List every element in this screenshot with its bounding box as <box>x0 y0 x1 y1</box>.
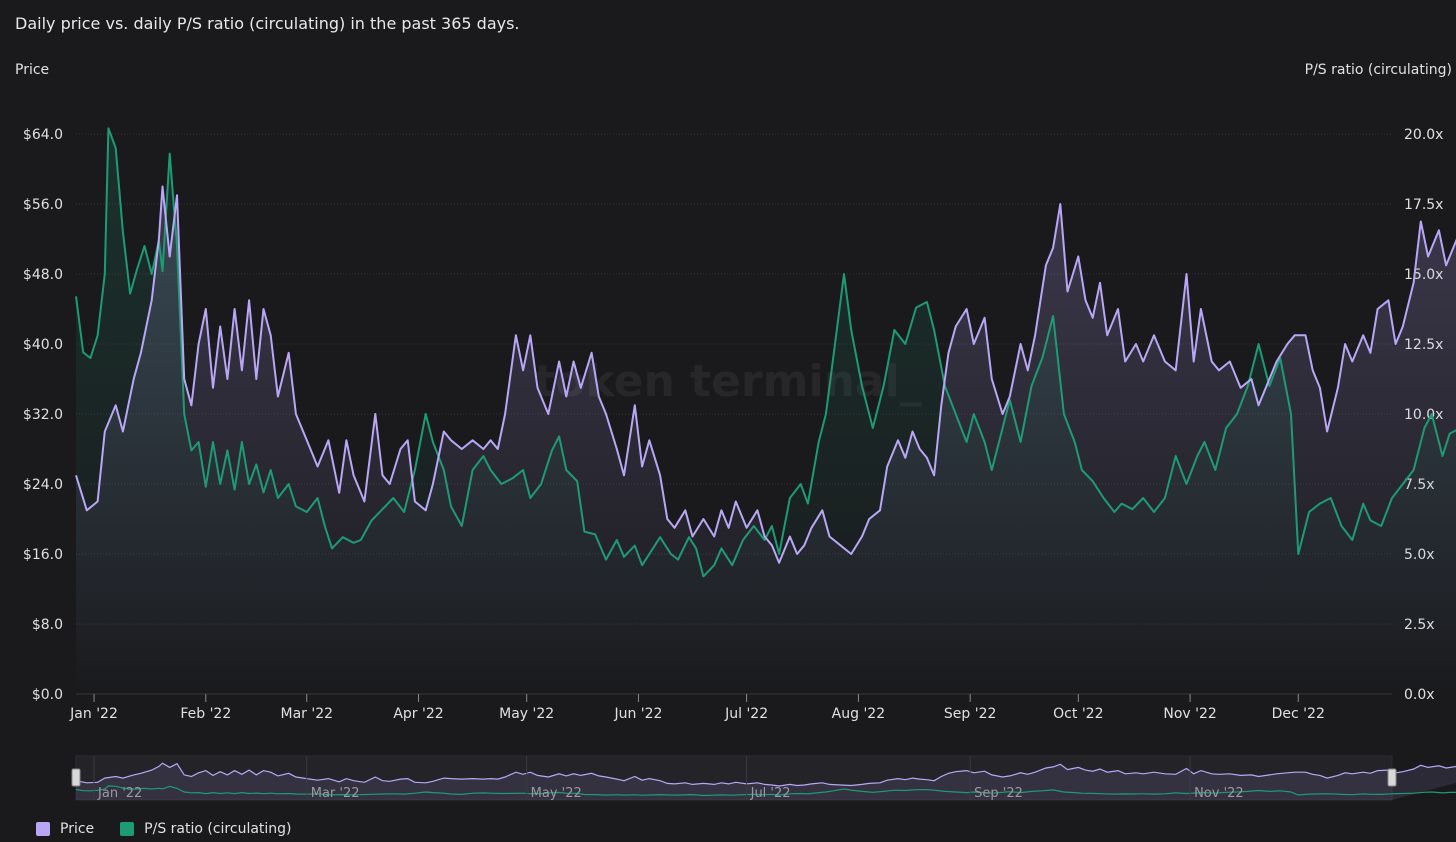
legend-label-price: Price <box>60 821 95 837</box>
left-axis-title: Price <box>15 62 50 78</box>
left-tick-label: $64.0 <box>23 127 63 143</box>
navigator-tick-label: May '22 <box>531 786 582 801</box>
left-tick-label: $24.0 <box>23 477 63 493</box>
navigator-handle-right[interactable] <box>1387 768 1397 787</box>
left-tick-label: $56.0 <box>23 197 63 213</box>
left-tick-label: $48.0 <box>23 267 63 283</box>
chart-title: Daily price vs. daily P/S ratio (circula… <box>15 14 520 33</box>
right-axis-title: P/S ratio (circulating) <box>1304 62 1452 78</box>
x-tick-label: Jun '22 <box>613 706 662 722</box>
navigator-tick-label: Sep '22 <box>974 786 1023 801</box>
left-tick-label: $32.0 <box>23 407 63 423</box>
ps-area <box>76 128 1456 694</box>
left-tick-label: $8.0 <box>32 617 63 633</box>
ps-line[interactable] <box>75 127 1456 578</box>
legend-swatch-price <box>36 822 50 836</box>
x-tick-label: Jan '22 <box>69 706 118 722</box>
left-tick-label: $0.0 <box>32 687 63 703</box>
x-tick-label: Feb '22 <box>180 706 231 722</box>
navigator-handle-left[interactable] <box>71 768 81 787</box>
right-tick-label: 20.0x <box>1404 127 1443 143</box>
x-tick-label: Jul '22 <box>724 706 768 722</box>
navigator-ps-line <box>75 785 1456 797</box>
navigator-tick-label: Jan '22 <box>97 786 142 801</box>
navigator-price-line <box>75 762 1456 787</box>
right-tick-label: 17.5x <box>1404 197 1443 213</box>
navigator-tick-label: Jul '22 <box>750 786 791 801</box>
legend-swatch-ps <box>120 822 135 836</box>
x-tick-label: Mar '22 <box>280 706 333 722</box>
left-tick-label: $16.0 <box>23 547 63 563</box>
x-tick-label: Dec '22 <box>1272 706 1325 722</box>
price-line[interactable] <box>75 185 1456 564</box>
navigator-price-area <box>76 763 1456 800</box>
legend-item-ps[interactable]: P/S ratio (circulating) <box>120 821 292 837</box>
x-tick-label: Nov '22 <box>1163 706 1216 722</box>
x-tick-label: Sep '22 <box>944 706 997 722</box>
legend-item-price[interactable]: Price <box>36 821 94 837</box>
x-tick-label: May '22 <box>499 706 554 722</box>
left-tick-label: $40.0 <box>23 337 63 353</box>
x-tick-label: Oct '22 <box>1053 706 1103 722</box>
x-tick-label: Apr '22 <box>393 706 443 722</box>
legend-label-ps: P/S ratio (circulating) <box>144 821 292 837</box>
legend: Price P/S ratio (circulating) <box>36 821 292 837</box>
navigator-tick-label: Mar '22 <box>311 786 360 801</box>
navigator-tick-label: Nov '22 <box>1194 786 1244 801</box>
x-tick-label: Aug '22 <box>832 706 885 722</box>
